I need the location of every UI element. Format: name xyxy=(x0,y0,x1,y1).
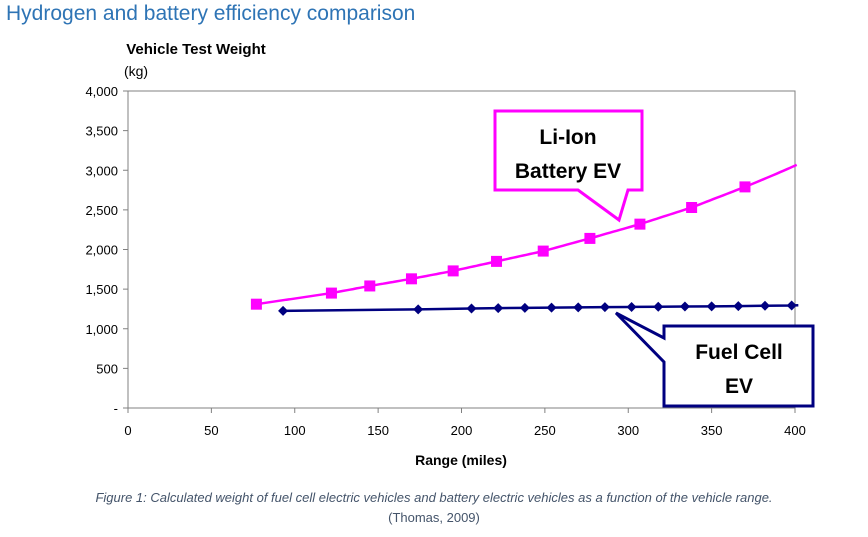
x-tick-label: 250 xyxy=(534,423,556,438)
battery-ev-point xyxy=(325,287,337,299)
battery-ev-point xyxy=(364,280,376,292)
battery-callout-line1: Li-Ion xyxy=(539,126,596,149)
y-tick-label: 500 xyxy=(96,361,118,376)
fuel-cell-ev-point xyxy=(546,302,557,313)
fuel-cell-callout-line2: EV xyxy=(725,375,753,398)
fuel-cell-ev-point xyxy=(679,301,690,312)
battery-ev-point xyxy=(250,298,262,310)
weight-vs-range-chart: - 500 1,000 1,500 2,000 2,500 3,000 3,500 4,000 0… xyxy=(85,41,815,468)
y-tick-label: 2,000 xyxy=(85,243,118,258)
axes: - 500 1,000 1,500 2,000 2,500 3,000 3,500 4,000 0… xyxy=(85,84,805,438)
battery-ev-point xyxy=(634,218,646,230)
battery-ev-line xyxy=(256,163,798,306)
fuel-cell-ev-point xyxy=(599,302,610,313)
battery-ev-point xyxy=(686,201,698,213)
fuel-cell-ev-point xyxy=(733,301,744,312)
y-tick-label: - xyxy=(114,401,118,416)
figure-caption: Figure 1: Calculated weight of fuel cell… xyxy=(95,490,773,505)
series-layer xyxy=(250,163,799,316)
callout-layer: Li-Ion Battery EV Fuel Cell EV xyxy=(493,109,815,408)
x-tick-label: 150 xyxy=(367,423,389,438)
x-tick-label: 350 xyxy=(701,423,723,438)
battery-ev-point xyxy=(584,232,596,244)
fuel-cell-ev-point xyxy=(573,302,584,313)
figure-source: (Thomas, 2009) xyxy=(388,510,480,525)
fuel-cell-ev-point xyxy=(706,301,717,312)
battery-ev-point xyxy=(405,273,417,285)
battery-ev-point xyxy=(447,265,459,277)
battery-callout-line2: Battery EV xyxy=(515,160,621,183)
battery-ev-point xyxy=(537,245,549,257)
x-tick-label: 400 xyxy=(784,423,806,438)
fuel-cell-ev-point xyxy=(786,300,797,311)
battery-callout-box xyxy=(493,109,644,223)
page-heading: Hydrogen and battery efficiency comparis… xyxy=(6,2,416,25)
fuel-cell-callout-box xyxy=(614,311,815,408)
fuel-cell-ev-point xyxy=(653,301,664,312)
fuel-cell-ev-point xyxy=(413,304,424,315)
y-tick-label: 3,500 xyxy=(85,124,118,139)
fuel-cell-ev-point xyxy=(626,301,637,312)
fuel-cell-ev-line xyxy=(283,304,799,313)
x-tick-label: 50 xyxy=(204,423,218,438)
y-tick-label: 2,500 xyxy=(85,203,118,218)
battery-ev-point xyxy=(491,255,503,267)
fuel-cell-ev-point xyxy=(493,303,504,314)
y-tick-label: 1,500 xyxy=(85,282,118,297)
x-tick-label: 0 xyxy=(124,423,131,438)
fuel-cell-ev-point xyxy=(466,303,477,314)
chart-title: Vehicle Test Weight xyxy=(126,41,265,58)
fuel-cell-ev-point xyxy=(278,305,289,316)
y-tick-label: 1,000 xyxy=(85,322,118,337)
fuel-cell-callout-line1: Fuel Cell xyxy=(695,341,783,364)
x-tick-label: 200 xyxy=(451,423,473,438)
battery-ev-point xyxy=(739,181,751,193)
y-axis-unit: (kg) xyxy=(124,63,148,79)
y-tick-label: 4,000 xyxy=(85,84,118,99)
y-tick-label: 3,000 xyxy=(85,163,118,178)
fuel-cell-ev-point xyxy=(519,302,530,313)
x-tick-label: 300 xyxy=(617,423,639,438)
x-axis-label: Range (miles) xyxy=(415,452,507,468)
x-tick-label: 100 xyxy=(284,423,306,438)
fuel-cell-ev-point xyxy=(759,300,770,311)
